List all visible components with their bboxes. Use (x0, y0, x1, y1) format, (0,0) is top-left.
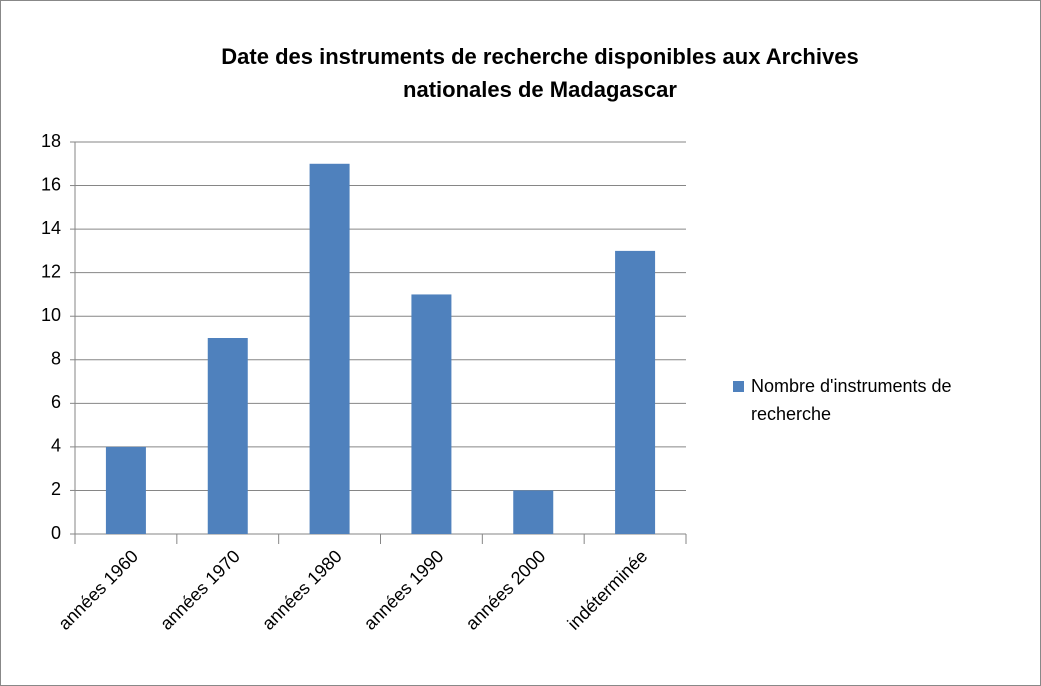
legend-label: Nombre d'instruments de recherche (751, 376, 952, 424)
legend: Nombre d'instruments de recherche (733, 372, 1033, 424)
chart-title: Date des instruments de recherche dispon… (221, 44, 859, 102)
y-tick-label: 0 (51, 523, 61, 543)
bar (411, 294, 452, 534)
y-tick-label: 12 (41, 261, 61, 281)
y-tick-label: 18 (41, 131, 61, 151)
bar (309, 163, 350, 534)
bar (513, 490, 554, 534)
y-tick-label: 10 (41, 305, 61, 325)
y-tick-label: 2 (51, 479, 61, 499)
legend-swatch (733, 381, 744, 392)
y-tick-label: 4 (51, 436, 61, 456)
bar (207, 338, 248, 534)
y-tick-label: 14 (41, 218, 61, 238)
bar (105, 446, 146, 534)
y-tick-label: 6 (51, 392, 61, 412)
y-tick-label: 8 (51, 349, 61, 369)
y-tick-label: 16 (41, 174, 61, 194)
bar (615, 250, 656, 534)
